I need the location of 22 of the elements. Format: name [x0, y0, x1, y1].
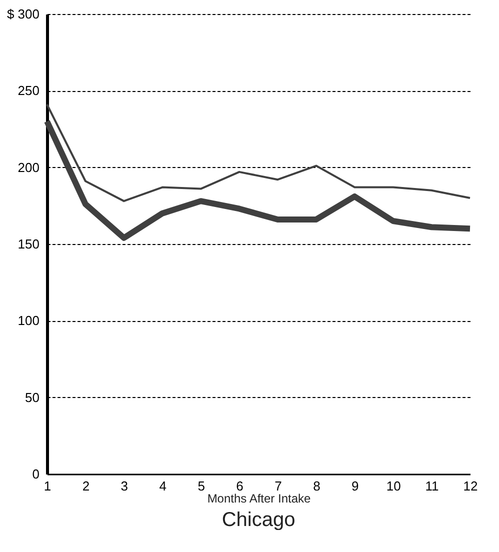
y-tick-label: 250: [18, 83, 40, 98]
x-axis-title: Months After Intake: [207, 492, 312, 506]
y-tick-label: 200: [18, 160, 40, 175]
x-tick-label: 1: [44, 478, 52, 494]
x-tick-label: 6: [236, 478, 244, 494]
x-tick-label: 12: [463, 478, 478, 494]
x-tick-label: 7: [274, 478, 282, 494]
x-tick-label: 2: [82, 478, 90, 494]
y-tick-label: 50: [25, 390, 40, 405]
x-tick-label: 5: [198, 478, 205, 494]
x-tick-label: 9: [352, 478, 359, 494]
text: Chicago: [222, 509, 296, 531]
x-tick-label: 11: [425, 478, 439, 494]
y-tick-label: 150: [18, 236, 40, 252]
x-tick-label: 8: [313, 478, 320, 494]
y-tick-label: 0: [32, 466, 40, 482]
y-tick-label: $ 300: [6, 6, 40, 22]
x-tick-label: 10: [386, 478, 401, 494]
line-series: [46, 103, 471, 202]
x-tick-label: 3: [120, 478, 128, 494]
x-tick-label: 4: [159, 478, 166, 494]
y-tick-label: 100: [18, 313, 40, 328]
